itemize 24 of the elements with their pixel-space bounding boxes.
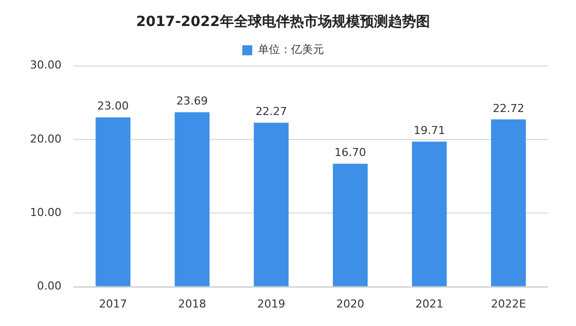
y-tick-label: 10.00 bbox=[30, 206, 62, 219]
y-tick-label: 20.00 bbox=[30, 132, 62, 146]
data-label: 22.72 bbox=[492, 102, 524, 115]
chart-title: 2017-2022年全球电伴热市场规模预测趋势图 bbox=[136, 13, 430, 30]
y-tick-label: 0.00 bbox=[36, 280, 62, 293]
x-tick-label: 2018 bbox=[178, 297, 206, 310]
x-tick-label: 2022E bbox=[490, 297, 526, 310]
bar bbox=[491, 119, 526, 286]
legend-label: 单位：亿美元 bbox=[258, 43, 324, 56]
data-label: 23.00 bbox=[97, 100, 129, 113]
data-label: 22.27 bbox=[255, 105, 287, 118]
x-tick-label: 2021 bbox=[415, 297, 444, 310]
x-tick-label: 2019 bbox=[257, 297, 286, 310]
x-tick-label: 2020 bbox=[336, 297, 364, 310]
x-tick-label: 2017 bbox=[99, 297, 128, 310]
data-label: 19.71 bbox=[414, 124, 446, 137]
bar bbox=[174, 112, 210, 286]
y-tick-label: 30.00 bbox=[30, 58, 62, 72]
data-label: 16.70 bbox=[334, 146, 366, 160]
data-label: 23.69 bbox=[176, 94, 208, 108]
bar bbox=[254, 122, 289, 286]
bar bbox=[96, 117, 130, 286]
bar bbox=[332, 164, 368, 286]
bar bbox=[412, 142, 447, 286]
